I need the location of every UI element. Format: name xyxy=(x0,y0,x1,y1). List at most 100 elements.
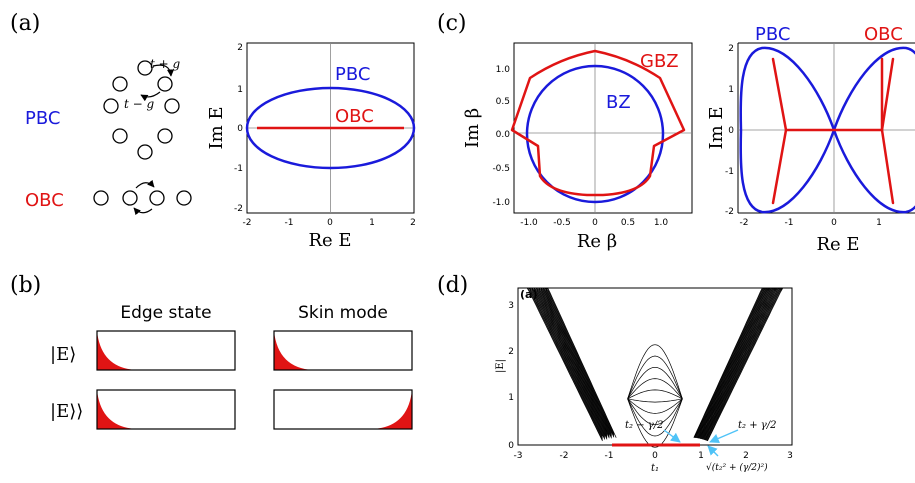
site xyxy=(112,128,128,144)
y-ticks: 2 1 0 -1 -2 xyxy=(234,43,243,214)
band-curve xyxy=(627,366,683,399)
panel-d: (d) (a) -3 -2 -1 0 1 2 3 3 2 1 0 t₁ |E| xyxy=(437,273,793,474)
tick-label: -1 xyxy=(234,164,243,174)
tick-label: -2 xyxy=(560,451,569,461)
band-curve xyxy=(707,287,792,442)
tick-label: 0.5 xyxy=(496,97,510,107)
band-curve xyxy=(627,355,683,399)
plot-c-gbz: GBZ BZ -1.0 -0.5 0 0.5 1.0 1.0 0.5 0.0 -… xyxy=(462,42,693,252)
tick-label: 1 xyxy=(728,85,734,95)
annotation-arrow xyxy=(709,429,739,444)
tick-label: 0.5 xyxy=(621,218,635,228)
tick-label: 1 xyxy=(508,393,514,403)
tick-label: -0.5 xyxy=(492,164,510,174)
annotation-sqrt: √(t₂² + (γ/2)²) xyxy=(706,462,768,473)
band-curve xyxy=(518,287,603,439)
band-curve xyxy=(703,287,791,440)
annotation-arrow xyxy=(707,445,719,457)
panel-d-letter: (d) xyxy=(437,273,468,298)
plot-a-spectrum: PBC OBC -2 -1 0 1 2 2 1 0 -1 -2 Re E Im … xyxy=(206,42,416,251)
tick-label: 0 xyxy=(831,218,837,228)
site xyxy=(157,76,173,92)
tick-label: 0 xyxy=(592,218,598,228)
tick-label: 0 xyxy=(728,126,734,136)
tick-label: -0.5 xyxy=(553,218,571,228)
tick-label: -2 xyxy=(234,204,243,214)
x-ticks: -1.0 -0.5 0 0.5 1.0 xyxy=(520,218,668,228)
tick-label: -1.0 xyxy=(492,198,510,208)
site xyxy=(103,98,119,114)
tick-label: -2 xyxy=(725,207,734,217)
panel-b: (b) Edge state Skin mode |E⟩ |E⟩⟩ xyxy=(10,273,413,430)
tick-label: 3 xyxy=(508,301,514,311)
band-curve xyxy=(518,287,606,438)
profile-skin-dket xyxy=(273,389,413,430)
band-curve xyxy=(627,378,683,400)
ring-lattice xyxy=(103,60,180,160)
y-ticks: 1.0 0.5 0.0 -0.5 -1.0 xyxy=(492,65,510,208)
chain-arrow-back xyxy=(133,207,153,216)
tick-label: 1 xyxy=(237,85,243,95)
plot-c-obc-label: OBC xyxy=(864,24,903,45)
band-curve xyxy=(627,398,683,403)
profile-edge-dket xyxy=(96,389,236,430)
panel-a: (a) t + g t − g PBC OBC xyxy=(10,11,416,251)
tick-label: -2 xyxy=(740,218,749,228)
plot-a-pbc-label: PBC xyxy=(335,64,370,85)
site xyxy=(164,98,180,114)
tick-label: 1 xyxy=(369,218,375,228)
tick-label: -3 xyxy=(514,451,523,461)
tick-label: 1.0 xyxy=(496,65,511,75)
plot-c-xlabel: Re β xyxy=(577,231,617,252)
bz-circle xyxy=(525,64,665,204)
band-curve xyxy=(627,389,683,400)
plot-d-ylabel: |E| xyxy=(495,359,506,373)
pbc-ellipse xyxy=(245,86,416,170)
profile-edge-ket xyxy=(96,330,236,371)
tick-label: 2 xyxy=(508,347,514,357)
band-curve xyxy=(627,398,683,437)
site xyxy=(176,190,192,206)
plot-a-xlabel: Re E xyxy=(308,230,351,251)
chain-arrow-forward xyxy=(135,179,155,189)
site xyxy=(137,60,153,76)
tick-label: -1 xyxy=(725,167,734,177)
band-curve xyxy=(705,287,790,441)
plot-a-ylabel: Im E xyxy=(206,106,227,149)
gbz-label: GBZ xyxy=(640,51,679,72)
tick-label: 1 xyxy=(698,451,704,461)
band-curve xyxy=(518,287,603,438)
skin-mode-title: Skin mode xyxy=(298,303,388,323)
plot-a-obc-label: OBC xyxy=(335,106,374,127)
row-ket-label: |E⟩ xyxy=(50,344,76,365)
band-curve xyxy=(704,287,792,441)
site xyxy=(93,190,109,206)
plot-c-spectrum: PBC OBC -2 -1 0 1 2 1 0 -1 -2 Re E Im E xyxy=(706,24,915,255)
site xyxy=(122,190,138,206)
y-ticks: 3 2 1 0 xyxy=(508,301,514,451)
tick-label: -1 xyxy=(785,218,794,228)
hop-arrow-forward xyxy=(152,64,175,77)
site xyxy=(157,128,173,144)
tick-label: 0 xyxy=(652,451,658,461)
tick-label: 2 xyxy=(237,43,243,53)
annotation-t2-plus: t₂ + γ/2 xyxy=(738,420,776,431)
obc-lattice-label: OBC xyxy=(25,190,64,211)
band-curve xyxy=(518,287,603,440)
band-curve xyxy=(706,287,792,441)
tick-label: 0 xyxy=(508,441,514,451)
band-curve xyxy=(704,287,792,441)
tick-label: -1.0 xyxy=(520,218,538,228)
y-ticks: 2 1 0 -1 -2 xyxy=(725,44,734,217)
panel-c-letter: (c) xyxy=(437,11,467,36)
tick-label: 0 xyxy=(327,218,333,228)
tick-label: 2 xyxy=(410,218,416,228)
tick-label: 0.0 xyxy=(496,130,511,140)
hop-bottom-label: t − g xyxy=(124,97,155,111)
obc-spectrum xyxy=(771,57,895,205)
tick-label: -1 xyxy=(285,218,294,228)
panel-c: (c) GBZ BZ -1.0 -0.5 0 0.5 1.0 1.0 0.5 0… xyxy=(437,11,915,255)
band-curve xyxy=(518,287,606,440)
band-curve xyxy=(627,344,683,399)
